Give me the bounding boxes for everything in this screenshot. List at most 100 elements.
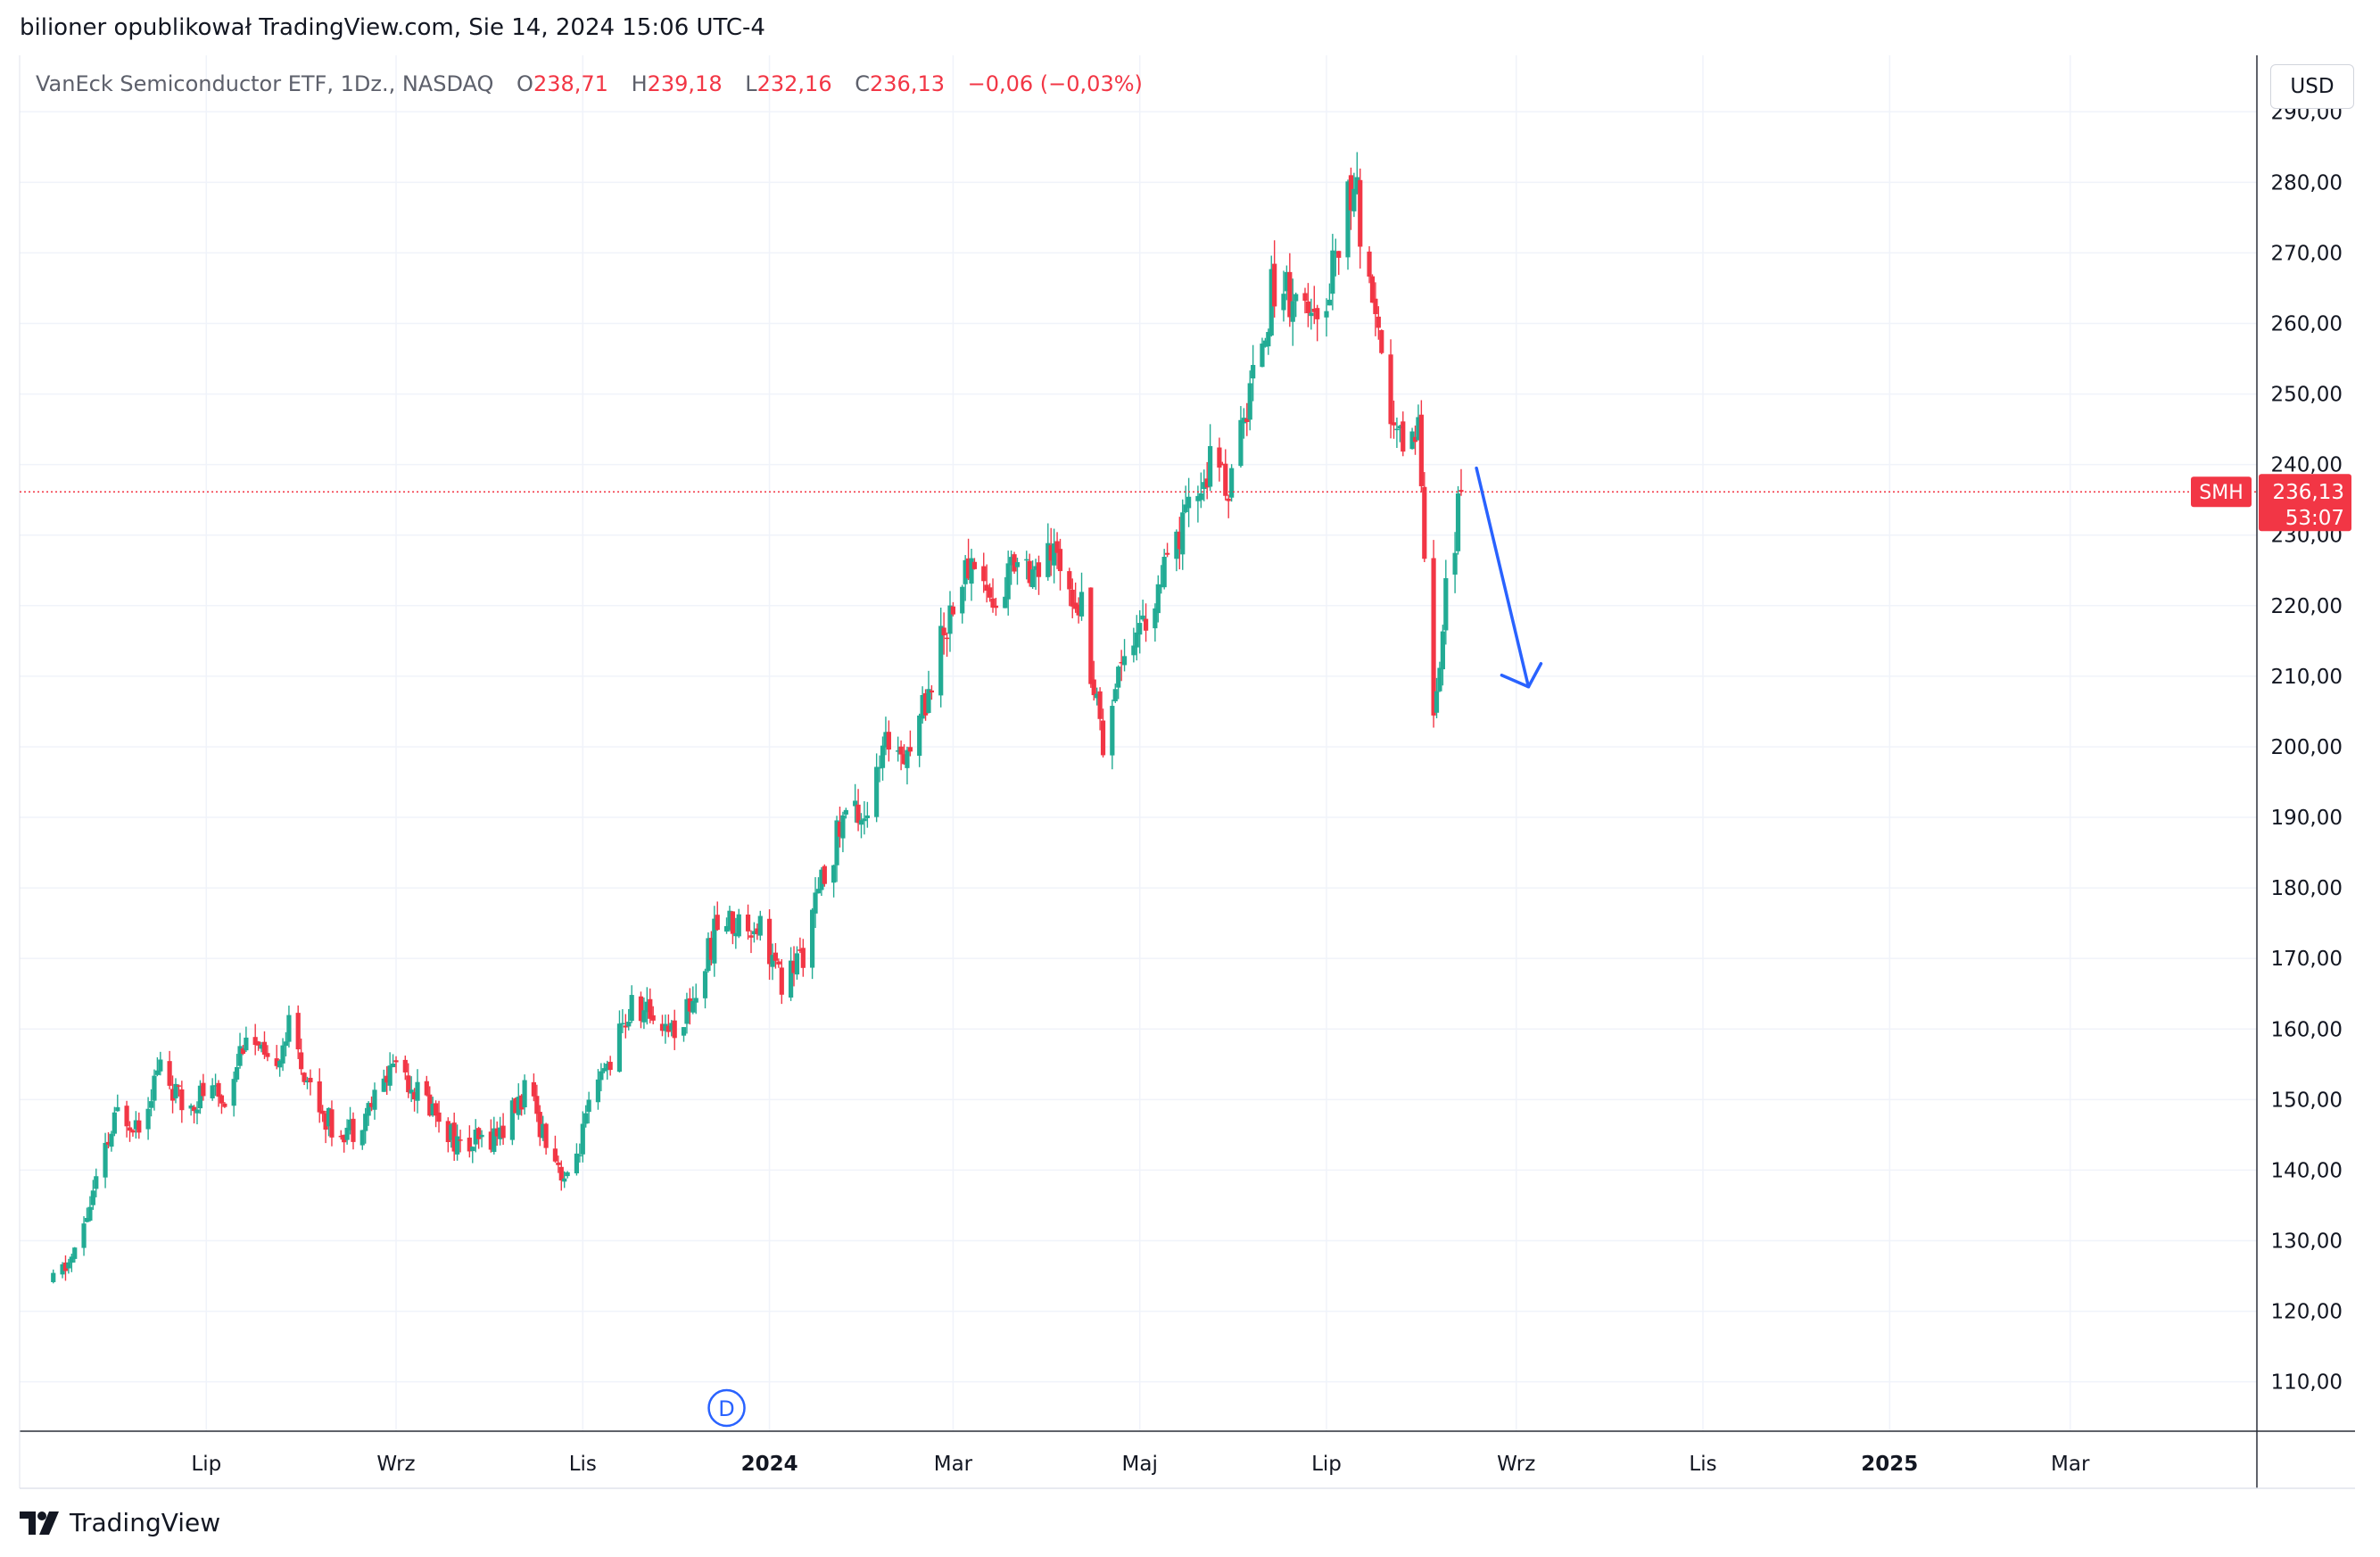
candle-body	[736, 914, 741, 937]
candle-body	[87, 1206, 93, 1222]
candle-body	[500, 1125, 506, 1139]
candle-body	[1186, 496, 1192, 509]
x-tick-label: 2024	[741, 1453, 798, 1476]
candle-body	[1009, 557, 1014, 566]
y-tick-label: 240,00	[2271, 454, 2343, 477]
candle-body	[969, 558, 974, 584]
open-value: 238,71	[533, 71, 608, 96]
candle-body	[1088, 587, 1094, 684]
candle-body	[650, 1015, 656, 1021]
candle-body	[252, 1037, 258, 1046]
dividend-event-marker[interactable]	[707, 1388, 746, 1428]
x-tick-label: Maj	[1122, 1453, 1158, 1476]
candle-body	[855, 804, 861, 824]
candle-body	[1269, 269, 1274, 336]
candle-body	[984, 584, 989, 592]
candle-body	[338, 1135, 343, 1138]
candle-body	[222, 1103, 227, 1107]
candle-body	[813, 892, 818, 914]
candle-body	[194, 1109, 200, 1114]
candle-body	[1110, 706, 1115, 756]
published-by-caption: bilioner opublikował TradingView.com, Si…	[20, 14, 765, 41]
candle-body	[834, 820, 839, 865]
candle-body	[212, 1085, 219, 1087]
candle-body	[562, 1178, 567, 1182]
candle-body	[629, 995, 634, 1022]
candle-body	[342, 1134, 347, 1143]
candle-body	[449, 1124, 454, 1140]
symbol-title: VanEck Semiconductor ETF, 1Dz., NASDAQ	[36, 71, 494, 96]
candle-body	[387, 1065, 393, 1086]
projection-arrowhead[interactable]	[1500, 661, 1543, 689]
candle-body	[1226, 498, 1231, 501]
candle-body	[971, 561, 978, 569]
candle-body	[240, 1048, 246, 1055]
candle-body	[1437, 667, 1442, 692]
candle-body	[733, 932, 739, 937]
candle-body	[84, 1218, 90, 1222]
candle-body	[1045, 542, 1051, 577]
candle-body	[368, 1103, 375, 1107]
tradingview-logo[interactable]: TradingView	[20, 1508, 220, 1537]
candle-body	[638, 996, 644, 1022]
candle-body	[922, 692, 929, 716]
candle-body	[794, 953, 800, 975]
candle-body	[173, 1083, 178, 1098]
y-tick-label: 110,00	[2271, 1371, 2343, 1395]
candle-body	[687, 998, 692, 1012]
candle-body	[1324, 311, 1329, 318]
candle-body	[299, 1052, 304, 1070]
candle-body	[60, 1264, 65, 1275]
candle-body	[344, 1127, 350, 1140]
open-label: O	[516, 71, 533, 96]
currency-button[interactable]: USD	[2270, 64, 2354, 109]
candle-body	[840, 815, 846, 839]
candle-body	[727, 910, 732, 931]
candle-body	[1095, 693, 1100, 699]
candle-body	[473, 1130, 478, 1145]
candle-body	[494, 1128, 500, 1137]
candle-body	[1174, 531, 1179, 559]
candle-body	[265, 1053, 270, 1057]
candle-body	[880, 745, 886, 768]
candle-body	[411, 1092, 417, 1100]
candle-body	[1348, 175, 1354, 211]
candle-body	[944, 637, 950, 640]
x-tick-label: Lis	[569, 1453, 597, 1476]
candle-body	[1078, 592, 1085, 617]
candle-body	[580, 1123, 585, 1155]
projection-arrow-shaft[interactable]	[1475, 466, 1531, 689]
candle-body	[1251, 365, 1256, 379]
candle-body	[797, 949, 803, 951]
candle-body	[372, 1089, 377, 1110]
candle-body	[1153, 608, 1158, 629]
candle-body	[283, 1041, 289, 1047]
candle-body	[1134, 632, 1139, 648]
candle-body	[347, 1119, 353, 1130]
candle-body	[320, 1110, 326, 1114]
candle-body	[950, 606, 956, 615]
candle-body	[858, 820, 864, 825]
candle-body	[136, 1120, 142, 1133]
candle-body	[1290, 301, 1295, 322]
candle-body	[901, 754, 907, 765]
candle-body	[757, 915, 763, 936]
candle-body	[543, 1123, 549, 1148]
candle-body	[960, 586, 965, 614]
candle-body	[363, 1114, 368, 1131]
candle-body	[755, 928, 760, 934]
candle-body	[1073, 602, 1078, 609]
candle-body	[623, 1025, 628, 1028]
candle-body	[492, 1128, 497, 1152]
candle-body	[1052, 543, 1057, 566]
candle-body	[810, 909, 815, 968]
candle-body	[558, 1166, 564, 1180]
candle-body	[72, 1247, 78, 1259]
candle-body	[1036, 562, 1042, 577]
candle-body	[770, 955, 775, 967]
candle-body	[941, 627, 946, 636]
candle-body	[304, 1081, 310, 1083]
candle-body	[1198, 493, 1203, 501]
candle-body	[1266, 332, 1271, 347]
